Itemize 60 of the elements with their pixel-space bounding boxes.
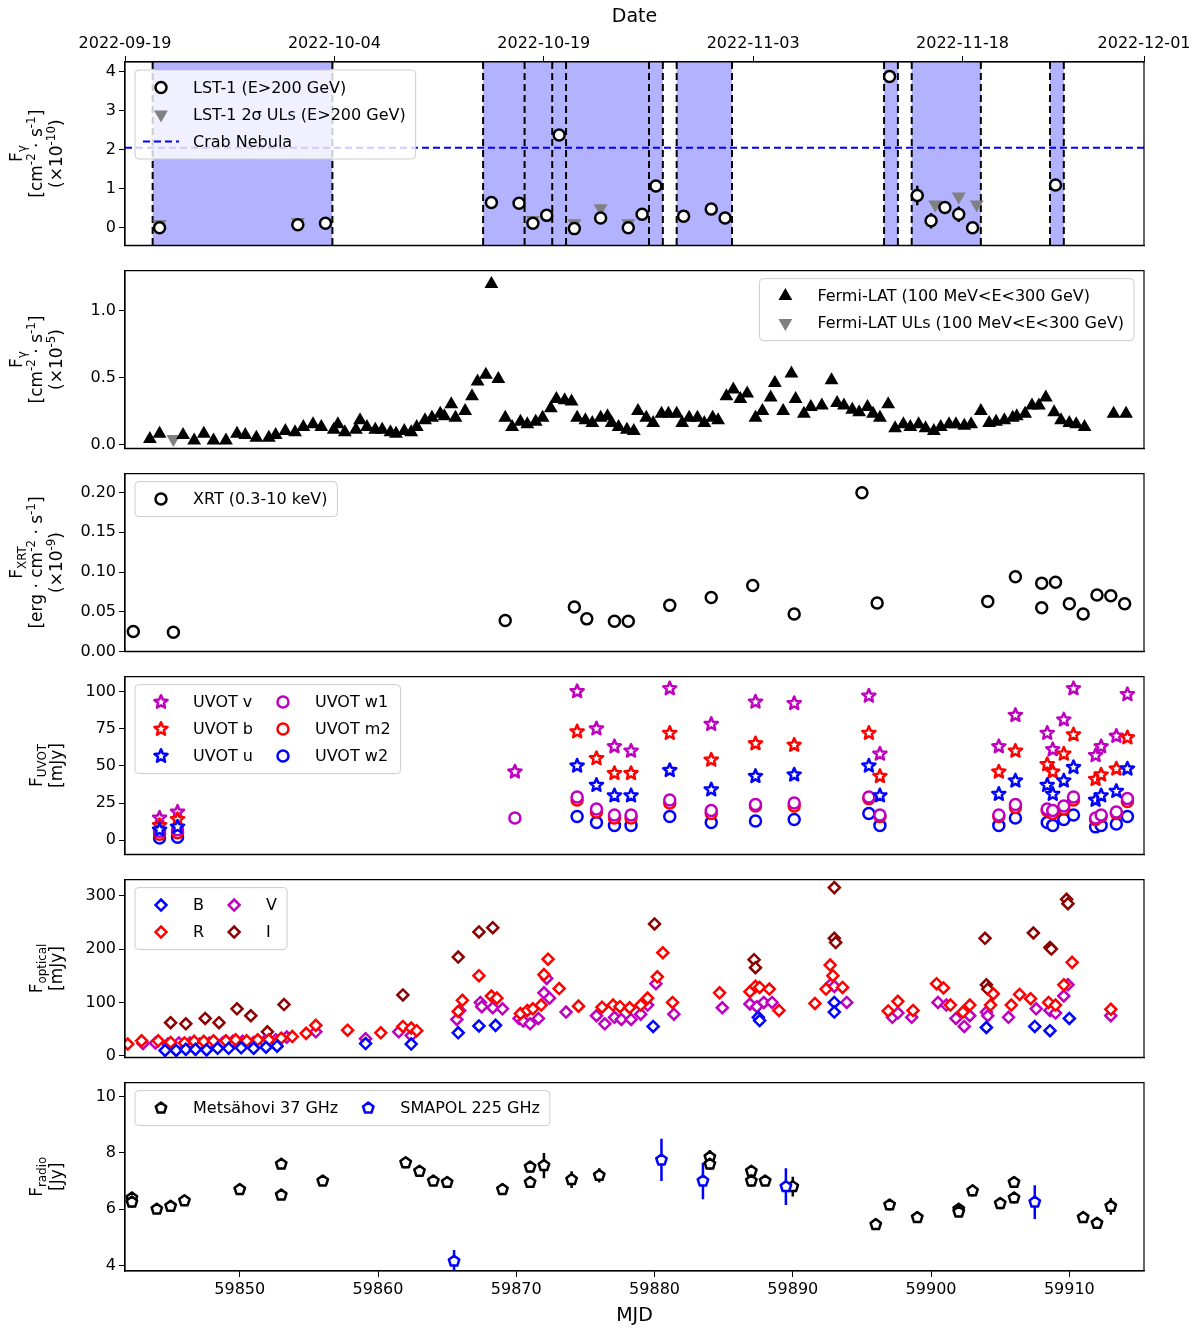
y-tick-label: 0.05 [80, 600, 116, 620]
y-tick-label: 3 [105, 99, 116, 119]
legend-label: I [266, 922, 271, 942]
y-tick-label: 1.0 [90, 299, 116, 319]
x-tick-label: 59880 [629, 1278, 680, 1298]
legend-label: UVOT w2 [314, 746, 389, 766]
x2-tick-label: 2022-10-19 [497, 32, 591, 52]
y-tick-label: 50 [95, 755, 116, 775]
y-tick-label: 10 [95, 1085, 116, 1105]
x-tick-label: 59890 [767, 1278, 819, 1298]
legend-label: LST-1 2σ ULs (E>200 GeV) [193, 104, 406, 124]
x-tick-label: 59910 [1043, 1278, 1095, 1298]
y-tick-label: 8 [105, 1142, 116, 1162]
legend-label: LST-1 (E>200 GeV) [193, 77, 347, 97]
x-axis-title: MJD [616, 1302, 653, 1325]
y-tick-label: 100 [85, 680, 116, 700]
y-tick-label: 0.5 [90, 366, 116, 386]
y-tick-label: 0.20 [80, 481, 116, 501]
y-axis-title: Fradio [Jy] [26, 1156, 66, 1197]
legend-label: UVOT m2 [314, 719, 391, 739]
legend-label: UVOT u [193, 746, 253, 766]
legend-label: B [193, 895, 204, 915]
legend-label: XRT (0.3-10 keV) [193, 489, 328, 509]
x-tick-label: 59900 [905, 1278, 957, 1298]
x2-tick-label: 2022-10-04 [287, 32, 381, 52]
y-tick-label: 25 [95, 792, 116, 812]
legend-label: UVOT w1 [314, 692, 389, 712]
x-tick-label: 59860 [352, 1278, 404, 1298]
y-tick-label: 0 [105, 829, 116, 849]
y-tick-label: 0.15 [80, 521, 116, 541]
x-tick-label: 59850 [214, 1278, 266, 1298]
legend-label: R [193, 922, 205, 942]
x2-tick-label: 2022-12-01 [1097, 32, 1191, 52]
y-tick-label: 0.00 [80, 640, 116, 660]
x2-axis-title: Date [611, 4, 658, 27]
ref-line-label: Crab Nebula [193, 131, 293, 151]
x2-tick-label: 2022-09-19 [78, 32, 172, 52]
x-tick-label: 59870 [490, 1278, 542, 1298]
y-tick-label: 0 [105, 1044, 116, 1064]
y-tick-label: 0.10 [80, 561, 116, 581]
y-tick-label: 75 [95, 717, 116, 737]
y-tick-label: 200 [85, 938, 116, 958]
legend-label: UVOT v [193, 692, 253, 712]
legend-label: SMAPOL 225 GHz [400, 1098, 540, 1118]
legend-label: UVOT b [193, 719, 253, 739]
y-tick-label: 300 [85, 884, 116, 904]
legend-label: Fermi-LAT ULs (100 MeV<E<300 GeV) [817, 313, 1125, 333]
y-tick-label: 100 [85, 991, 116, 1011]
y-tick-label: 1 [105, 177, 116, 197]
y-tick-label: 4 [105, 1254, 116, 1274]
y-tick-label: 2 [105, 138, 116, 158]
x2-tick-label: 2022-11-18 [916, 32, 1010, 52]
x2-tick-label: 2022-11-03 [706, 32, 800, 52]
legend-label: Fermi-LAT (100 MeV<E<300 GeV) [817, 286, 1090, 306]
y-tick-label: 4 [105, 60, 116, 80]
y-tick-label: 0.0 [90, 433, 116, 453]
y-tick-label: 6 [105, 1198, 116, 1218]
y-tick-label: 0 [105, 217, 116, 236]
legend-label: Metsähovi 37 GHz [193, 1098, 339, 1118]
legend-label: V [266, 895, 278, 915]
